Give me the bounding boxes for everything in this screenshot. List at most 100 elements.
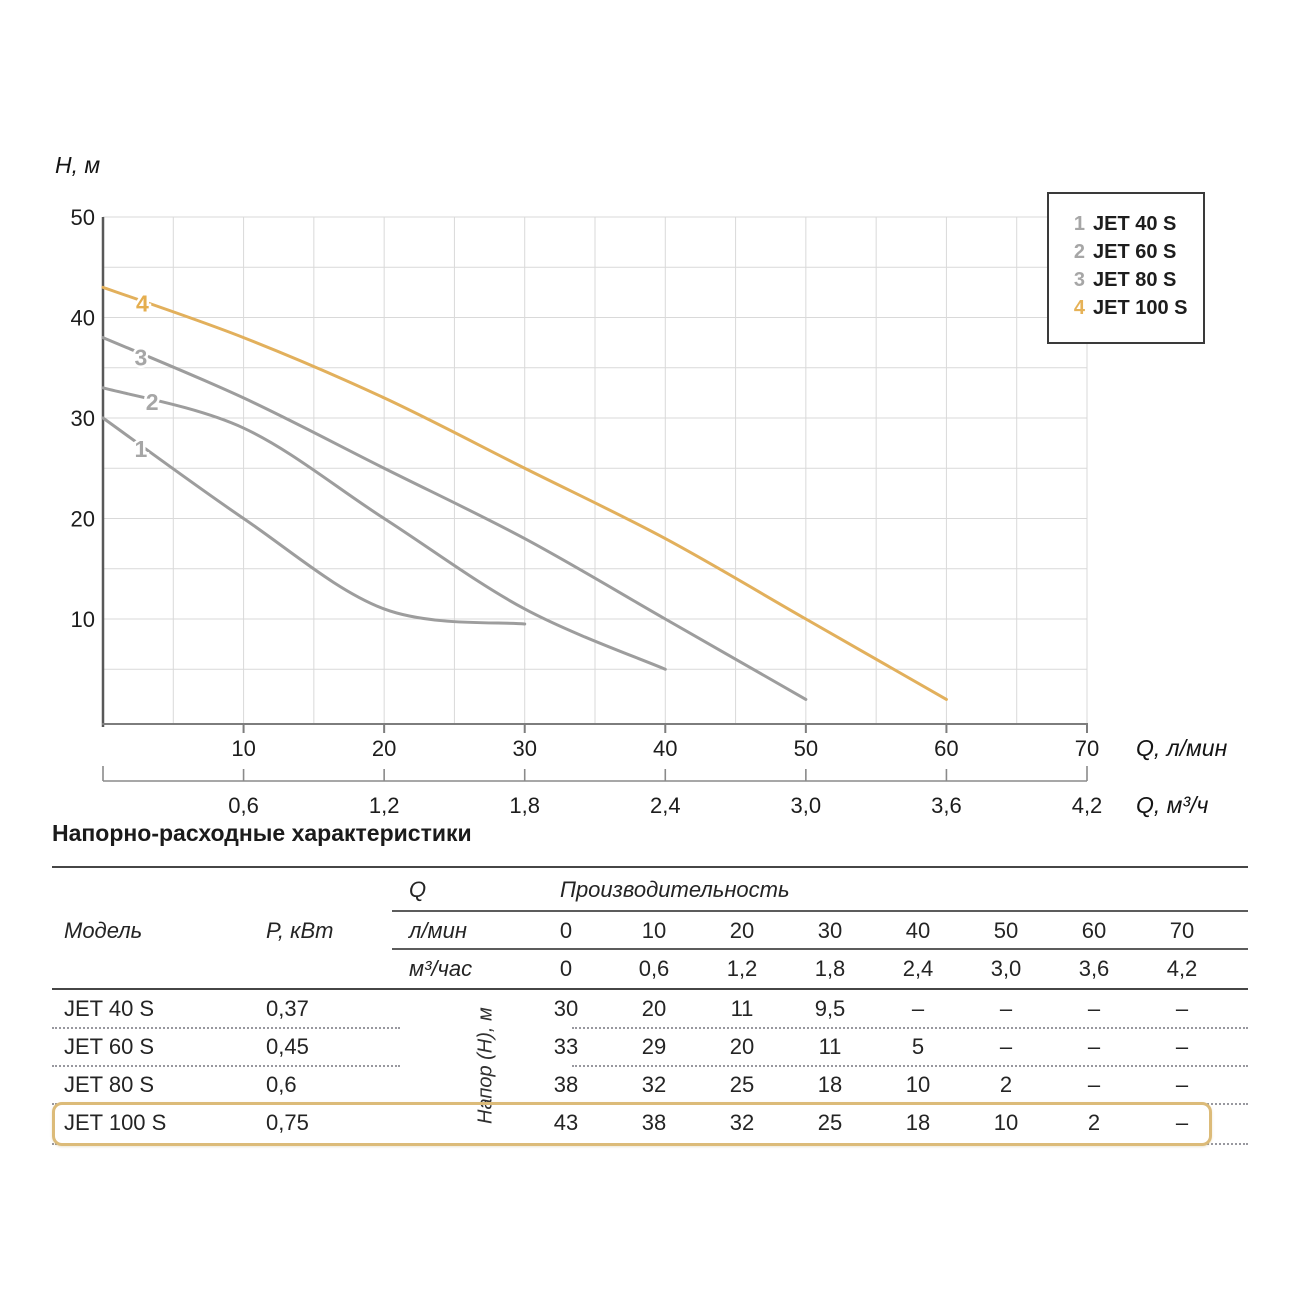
legend-curve-number: 2 — [1073, 241, 1085, 263]
chart-generated-layers: 10 20 30 40 50 10 20 30 40 50 60 70 0,6 1,2 1,8 2,4 3,0 3… — [71, 205, 1103, 818]
header-lmin-value: 0 — [559, 918, 573, 943]
header-rule — [392, 948, 1248, 950]
svg-text:50: 50 — [71, 205, 95, 230]
row-value: – — [1087, 1072, 1101, 1097]
header-m3h-value: 1,2 — [726, 956, 758, 981]
row-separator — [52, 1027, 400, 1029]
svg-text:60: 60 — [934, 736, 958, 761]
svg-text:50: 50 — [794, 736, 818, 761]
header-lmin-value: 20 — [729, 918, 755, 943]
table-row-jet100: JET 100 S 0,75 43 38 32 25 18 10 2 – — [52, 1104, 1248, 1142]
row-value: – — [999, 1034, 1013, 1059]
row-value: 29 — [641, 1034, 667, 1059]
table-row-jet40: JET 40 S 0,37 30 20 11 9,5 – – – – — [52, 990, 1248, 1028]
header-row-lmin: Модель P, кВт л/мин 0 10 20 30 40 50 60 … — [52, 912, 1248, 950]
grid-lines — [103, 216, 1088, 723]
row-value: 25 — [729, 1072, 755, 1097]
legend-label: JET 40 S — [1093, 213, 1177, 235]
header-row-m3h: м³/час 0 0,6 1,2 1,8 2,4 3,0 3,6 4,2 — [52, 950, 1248, 988]
row-value: 18 — [817, 1072, 843, 1097]
row-power: 0,6 — [266, 1072, 297, 1097]
header-m3h-value: 1,8 — [814, 956, 846, 981]
row-separator — [52, 1065, 400, 1067]
table-row-jet60: JET 60 S 0,45 33 29 20 11 5 – – – — [52, 1028, 1248, 1066]
header-lmin-value: 50 — [993, 918, 1019, 943]
row-value: 20 — [729, 1034, 755, 1059]
curve-jet-100-s — [101, 285, 948, 701]
header-m3h-value: 3,6 — [1078, 956, 1110, 981]
header-row-q: Q Производительность — [52, 868, 1248, 912]
characteristics-table: Напорно-расходные характеристики Q Произ… — [52, 820, 1248, 1146]
svg-text:1,8: 1,8 — [509, 793, 540, 818]
chart-legend: 1 JET 40 S 2 JET 60 S 3 JET 80 S 4 JET 100 S — [1047, 192, 1205, 344]
row-value: 43 — [553, 1110, 579, 1135]
row-model: JET 100 S — [64, 1110, 167, 1135]
legend-curve-number: 4 — [1073, 297, 1085, 319]
svg-text:20: 20 — [372, 736, 396, 761]
header-m3h-value: 4,2 — [1166, 956, 1198, 981]
x-axis-title-m3h: Q, м³/ч — [1136, 792, 1208, 818]
row-separator — [572, 1027, 1248, 1029]
svg-text:20: 20 — [71, 507, 95, 532]
curve-jet-40-s — [101, 416, 527, 626]
row-model: JET 40 S — [64, 996, 155, 1021]
header-rule — [392, 910, 1248, 912]
row-value: 11 — [818, 1034, 842, 1059]
row-value: 25 — [817, 1110, 843, 1135]
header-m3h-value: 2,4 — [902, 956, 934, 981]
curve-jet-80-s — [101, 336, 808, 701]
secondary-axis — [102, 766, 1088, 782]
header-lmin-value: 40 — [905, 918, 931, 943]
row-value: 38 — [553, 1072, 579, 1097]
svg-text:30: 30 — [71, 406, 95, 431]
header-q: Q — [409, 877, 427, 902]
curve-label-4: 4 — [136, 290, 149, 316]
row-value: – — [1087, 1034, 1101, 1059]
row-value: 2 — [999, 1072, 1013, 1097]
row-value: 30 — [553, 996, 579, 1021]
row-value: 32 — [729, 1110, 755, 1135]
legend-curve-number: 1 — [1073, 213, 1085, 235]
legend-item-jet60: 2 JET 60 S — [1063, 238, 1203, 266]
header-m3h-value: 0,6 — [638, 956, 670, 981]
header-model: Модель — [64, 918, 143, 943]
legend-item-jet100: 4 JET 100 S — [1063, 294, 1203, 322]
header-lmin-value: 60 — [1081, 918, 1107, 943]
row-value: 33 — [553, 1034, 579, 1059]
row-value: 11 — [730, 996, 754, 1021]
svg-text:1,2: 1,2 — [369, 793, 400, 818]
legend-item-jet40: 1 JET 40 S — [1063, 210, 1203, 238]
svg-text:40: 40 — [71, 306, 95, 331]
header-power: P, кВт — [266, 918, 334, 943]
row-power: 0,45 — [266, 1034, 309, 1059]
header-m3h-value: 3,0 — [990, 956, 1022, 981]
row-model: JET 80 S — [64, 1072, 155, 1097]
row-power: 0,37 — [266, 996, 309, 1021]
svg-text:10: 10 — [71, 607, 95, 632]
curve-label-1: 1 — [135, 436, 148, 462]
row-value: 2 — [1087, 1110, 1101, 1135]
row-value: – — [1175, 1110, 1189, 1135]
svg-text:70: 70 — [1075, 736, 1099, 761]
row-value: 38 — [641, 1110, 667, 1135]
svg-text:3,0: 3,0 — [791, 793, 822, 818]
table-title: Напорно-расходные характеристики — [52, 820, 472, 846]
svg-text:4,2: 4,2 — [1072, 793, 1103, 818]
row-value: 5 — [911, 1034, 925, 1059]
header-lmin-value: 70 — [1169, 918, 1195, 943]
header-performance: Производительность — [560, 877, 790, 902]
row-value: 10 — [905, 1072, 931, 1097]
table-header: Q Производительность Модель P, кВт л/мин… — [52, 866, 1248, 990]
curve-label-3: 3 — [135, 345, 148, 371]
row-value: 20 — [641, 996, 667, 1021]
svg-text:0,6: 0,6 — [228, 793, 259, 818]
svg-text:40: 40 — [653, 736, 677, 761]
legend-label: JET 80 S — [1093, 269, 1177, 291]
curve-label-2: 2 — [146, 389, 159, 415]
svg-text:3,6: 3,6 — [931, 793, 962, 818]
svg-text:2,4: 2,4 — [650, 793, 681, 818]
header-lmin-value: 10 — [641, 918, 667, 943]
pump-curves — [101, 285, 948, 701]
x-axis-title-lmin: Q, л/мин — [1136, 735, 1228, 761]
